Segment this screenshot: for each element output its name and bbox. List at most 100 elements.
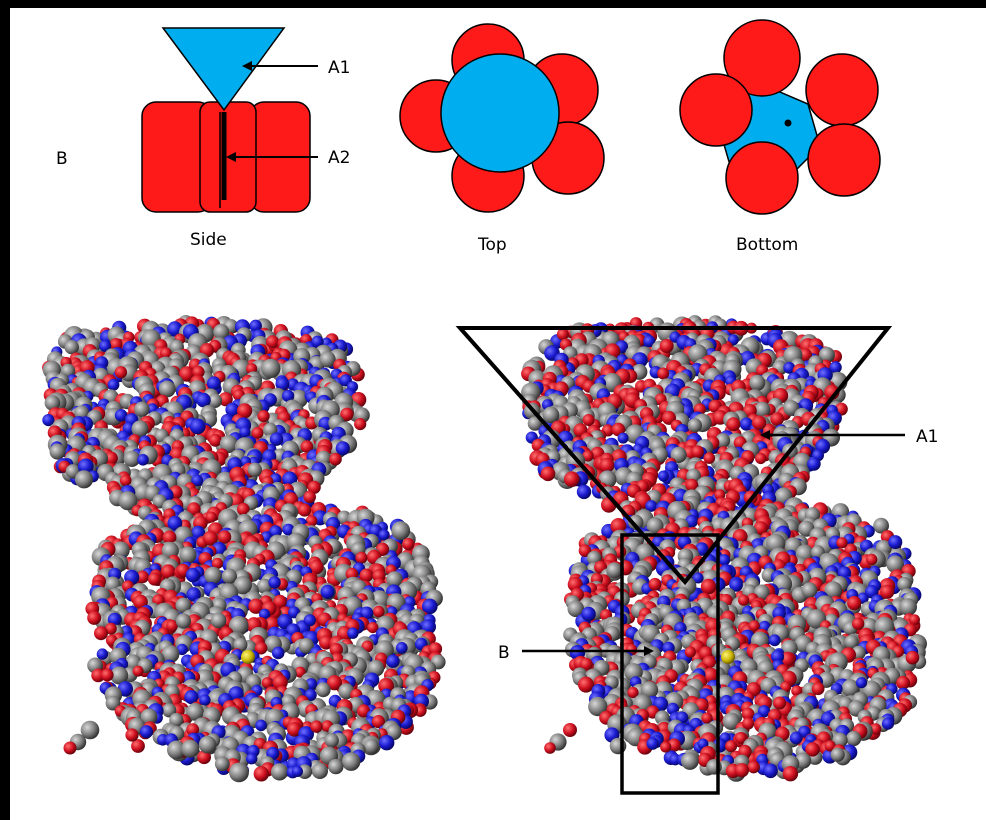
atom: [266, 335, 279, 349]
atom: [202, 530, 218, 546]
side-view-schematic: [141, 27, 318, 213]
atom: [734, 763, 750, 778]
atom: [873, 517, 889, 534]
atom: [96, 648, 109, 660]
atom: [261, 358, 281, 379]
atom: [324, 733, 339, 748]
atom: [606, 562, 623, 579]
atom: [228, 686, 244, 702]
atom: [722, 712, 741, 731]
atom: [908, 614, 921, 626]
atom: [824, 581, 843, 599]
atom: [229, 762, 249, 783]
atom: [563, 723, 577, 737]
atom: [310, 720, 323, 733]
atom: [268, 576, 281, 589]
atom: [307, 480, 321, 494]
atom: [94, 626, 108, 641]
atom: [670, 446, 687, 463]
atom: [166, 619, 178, 632]
atom: [783, 361, 796, 374]
atom: [319, 351, 336, 368]
atom: [897, 576, 912, 592]
model-label-b: B: [498, 643, 510, 663]
atom: [701, 712, 713, 724]
atom: [167, 515, 183, 531]
atom: [402, 537, 415, 551]
atom: [110, 666, 129, 685]
atom: [881, 717, 895, 730]
atom: [861, 680, 882, 700]
atom: [179, 366, 195, 382]
atom: [175, 613, 191, 629]
atom: [291, 765, 303, 778]
atom: [847, 596, 862, 611]
bottom-subunit-2: [805, 53, 879, 127]
atom: [582, 450, 594, 462]
atom: [80, 720, 100, 740]
atom: [527, 416, 543, 431]
atom-sulfur: [241, 650, 255, 664]
atom: [161, 645, 180, 663]
atom: [249, 319, 262, 333]
atom: [254, 641, 268, 655]
atom: [578, 544, 592, 557]
atom: [768, 634, 781, 647]
atom: [391, 521, 411, 541]
atom: [747, 760, 760, 774]
atom: [846, 731, 862, 747]
atom: [340, 407, 354, 421]
atom: [137, 454, 149, 466]
atom: [311, 335, 324, 348]
atom: [335, 441, 350, 456]
cone-outline-a1: [455, 326, 893, 586]
atom: [87, 610, 102, 625]
atom: [179, 546, 197, 564]
atom: [253, 766, 269, 782]
atom: [627, 686, 639, 699]
molecular-model-right: [521, 315, 927, 782]
atom: [347, 627, 359, 639]
atom: [556, 328, 569, 341]
atom: [818, 346, 835, 363]
atom: [191, 474, 204, 487]
model-annotations: [455, 326, 905, 795]
atom: [303, 614, 316, 627]
atom: [657, 367, 670, 380]
atom: [628, 514, 644, 531]
atom: [309, 559, 324, 575]
model-label-a1: A1: [916, 427, 938, 447]
atom: [367, 660, 385, 677]
atom: [805, 742, 820, 757]
atom: [257, 410, 270, 423]
atom: [691, 445, 704, 459]
atom: [228, 615, 249, 636]
atom: [729, 578, 743, 592]
atom: [210, 612, 227, 629]
atom: [770, 412, 784, 426]
atom: [725, 740, 738, 753]
atom: [131, 739, 145, 753]
atom: [197, 750, 212, 765]
atom: [294, 666, 306, 678]
atom: [196, 392, 211, 408]
atom-sulfur: [721, 650, 735, 664]
atom: [371, 715, 385, 729]
atom: [751, 415, 767, 430]
atom: [748, 620, 760, 632]
atom: [726, 417, 741, 432]
atom: [74, 470, 94, 489]
atom: [233, 576, 252, 595]
caption-top: Top: [477, 235, 507, 255]
atom: [112, 541, 130, 560]
atom: [830, 747, 845, 762]
atom: [281, 389, 295, 403]
atom: [49, 443, 66, 460]
atom: [386, 571, 403, 588]
cone-triangle-a1: [161, 27, 286, 112]
atom: [742, 717, 755, 730]
atom: [132, 665, 144, 677]
atom: [700, 578, 717, 595]
atom: [576, 484, 592, 500]
atom: [218, 392, 233, 407]
